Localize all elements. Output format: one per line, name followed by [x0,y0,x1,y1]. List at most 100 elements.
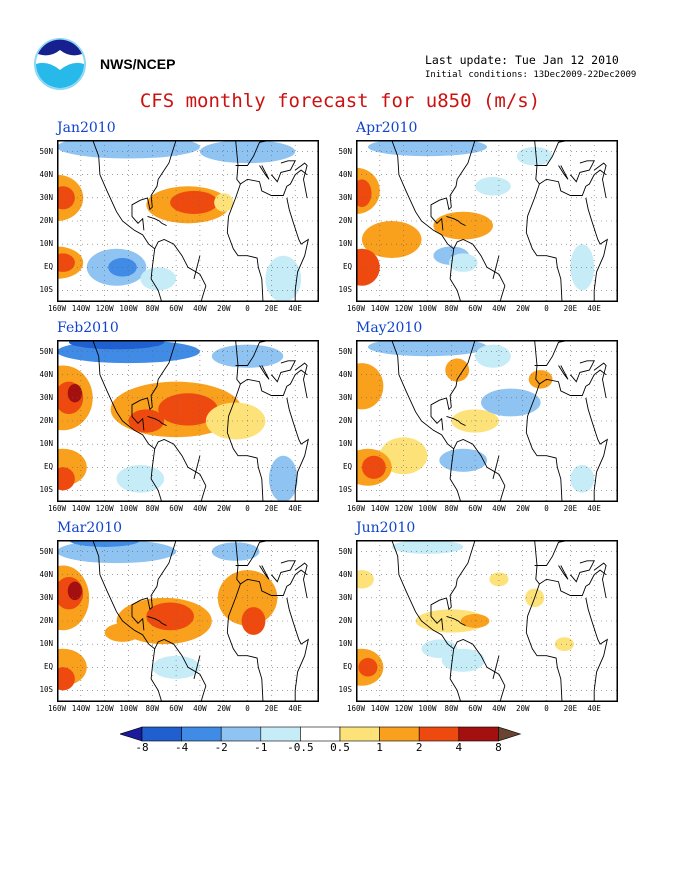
anomaly-shade [391,540,464,554]
lon-label: 140W [370,704,389,713]
anomaly-shade [128,409,165,433]
lon-label: 80W [444,304,459,313]
forecast-map [356,140,618,302]
anomaly-shade [57,186,75,210]
coastline [446,615,466,627]
lat-label: 10S [39,685,53,695]
lat-label: 50N [39,146,53,156]
coastline [286,197,309,302]
anomaly-shade [268,455,298,502]
lon-label: 100W [418,704,437,713]
anomaly-shade [358,658,378,677]
colorbar-segment [220,726,262,742]
lat-label: 40N [39,369,53,379]
lon-label: 140W [370,504,389,513]
coastline [226,540,264,702]
forecast-panel: Jan2010 50N 40N 30N 20N 10N EQ 10S 160W 140W 120W 1… [39,120,319,320]
coastline [294,162,308,198]
coastline [585,397,608,502]
coastline [240,169,308,196]
coastline [240,569,308,596]
lat-label: 10N [39,239,53,249]
lon-label: 0 [245,704,250,713]
lon-label: 60W [468,704,482,713]
coastline [430,140,476,231]
coastline [492,455,500,480]
lon-label: 60W [468,504,482,513]
lon-label: 60W [169,304,183,313]
coastline [226,340,264,502]
colorbar-tick-label: -8 [135,741,149,754]
colorbar [119,724,560,748]
coastline [446,215,466,227]
anomaly-shade [516,146,553,166]
coastline [570,160,595,183]
lat-label: 30N [39,392,53,402]
anomaly-shade [68,540,141,547]
coastline [534,340,583,366]
lat-label: EQ [43,462,53,472]
lon-label: 60W [468,304,482,313]
anomaly-shade [439,448,487,472]
lon-label: 0 [245,504,250,513]
panel-title: Feb2010 [57,320,119,336]
anomaly-shade [481,388,541,417]
coastline [193,255,201,280]
colorbar-segment [260,726,301,742]
lon-label: 40W [193,504,207,513]
coastline [200,685,207,702]
anomaly-shade [140,267,177,291]
coastline [294,562,308,598]
colorbar-segment [379,726,420,742]
coastline [453,639,506,687]
coastline [558,565,569,580]
lat-label: 10N [39,639,53,649]
forecast-map [356,340,618,502]
coastline [449,478,462,502]
lon-label: 20W [515,304,530,313]
anomaly-shade [367,340,487,357]
coastline [154,239,207,287]
anomaly-shade [57,467,75,491]
lat-label: 50N [338,346,352,356]
coastline [430,340,476,431]
colorbar-tick-label: 0.5 [330,741,350,754]
anomaly-shade [356,363,384,410]
anomaly-shade [356,570,374,589]
lon-label: 40W [193,304,207,313]
anomaly-shade [433,211,493,240]
anomaly-shade [356,179,372,208]
lon-label: 40W [492,704,506,713]
map-frame [356,140,618,302]
anomaly-shade [356,248,380,286]
lat-label: EQ [342,462,352,472]
anomaly-shade [67,581,83,601]
panel-title: Apr2010 [356,120,418,136]
anomaly-shade [57,253,75,272]
coastline [558,365,569,380]
coastline [585,197,608,302]
anomaly-shade [475,177,511,196]
coastline [154,639,207,687]
lon-label: 140W [71,304,90,313]
coastline [259,365,270,380]
lat-label: 20N [39,616,53,625]
coastline [499,685,506,702]
coastline [534,540,583,566]
coastline [154,439,207,487]
coastline [150,278,163,302]
lon-label: 20W [216,704,231,713]
anomaly-shade [570,244,595,291]
colorbar-segment [300,726,341,742]
colorbar-tick-label: 8 [495,741,502,754]
anomaly-shade [57,667,75,691]
coastline [240,369,308,396]
coastline [259,565,270,580]
forecast-panel: May2010 50N 40N 30N 20N 10N EQ 10S 160W 140W 120W 1… [338,320,618,520]
lat-label: 50N [338,546,352,556]
lat-label: 10N [338,239,352,249]
org-name: NWS/NCEP [100,56,176,72]
anomaly-shade [361,221,422,259]
anomaly-shade [57,140,200,159]
lat-label: 50N [338,146,352,156]
